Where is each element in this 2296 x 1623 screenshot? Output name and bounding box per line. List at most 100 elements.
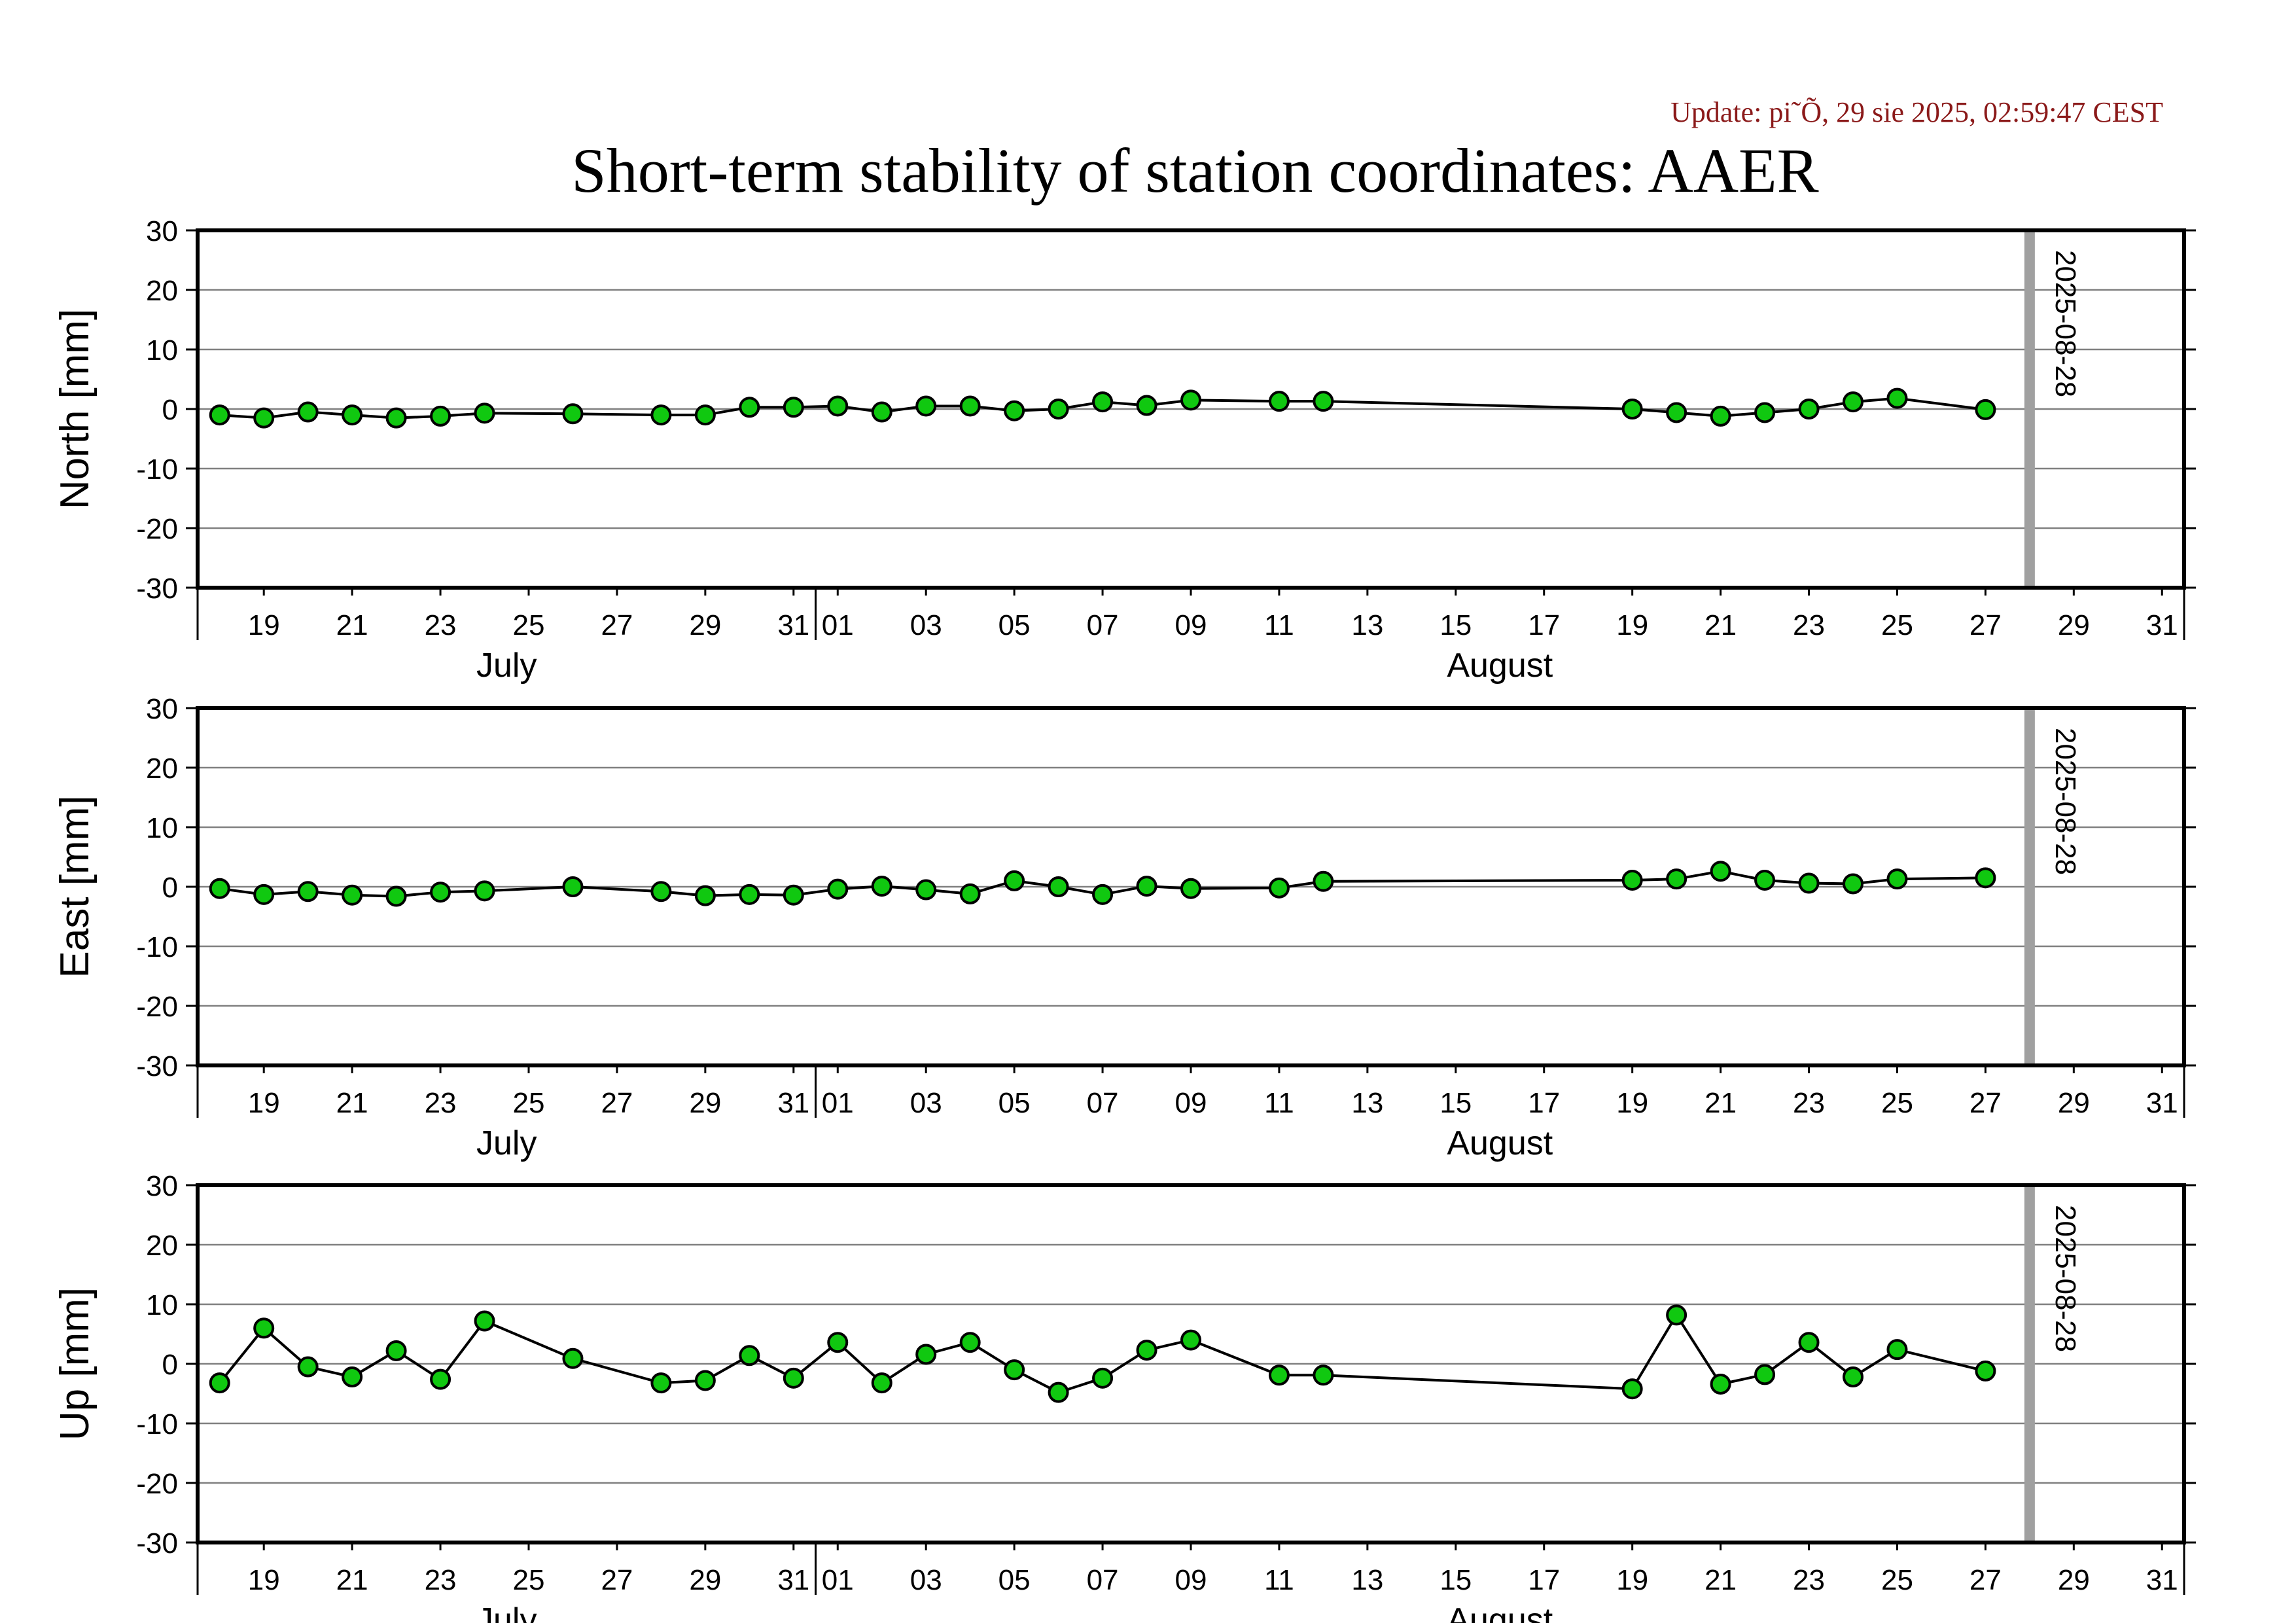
data-point <box>1886 868 1908 890</box>
data-point <box>871 1372 892 1394</box>
data-point <box>1886 1339 1908 1361</box>
x-tick-label: 07 <box>1087 609 1119 641</box>
data-point <box>430 1368 451 1390</box>
x-tick-label: 11 <box>1264 609 1294 641</box>
y-tick-label: 10 <box>146 812 178 844</box>
data-point <box>1710 861 1731 882</box>
data-point <box>1313 391 1334 412</box>
x-tick-label: 15 <box>1439 1564 1472 1596</box>
x-tick-label: 05 <box>998 1564 1031 1596</box>
y-tick-label: 20 <box>146 275 178 307</box>
x-tick-label: 21 <box>336 609 368 641</box>
data-point <box>1004 870 1025 891</box>
y-tick-label: -30 <box>136 573 178 605</box>
data-point <box>1313 1364 1334 1386</box>
month-label: July <box>476 1124 537 1162</box>
data-point <box>783 884 804 906</box>
data-point <box>650 1372 672 1394</box>
x-tick-label: 23 <box>425 1564 457 1596</box>
data-point <box>1798 399 1820 419</box>
x-tick-label: 13 <box>1351 1087 1383 1119</box>
y-tick-label: -30 <box>136 1527 178 1560</box>
data-point <box>739 883 760 905</box>
data-point <box>342 1366 363 1388</box>
y-tick-label: 30 <box>146 1170 178 1202</box>
x-tick-label: 13 <box>1351 1564 1383 1596</box>
x-tick-label: 29 <box>689 1564 721 1596</box>
data-point <box>783 397 804 418</box>
x-tick-label: 27 <box>1969 1564 2002 1596</box>
data-point <box>1754 869 1776 891</box>
data-point <box>1798 1332 1820 1353</box>
x-tick-label: 01 <box>822 1087 854 1119</box>
x-tick-label: 21 <box>1704 609 1737 641</box>
data-point <box>1004 400 1025 421</box>
x-tick-label: 21 <box>1704 1087 1737 1119</box>
data-point <box>871 876 892 897</box>
plot-frame <box>196 1183 2186 1544</box>
y-tick-label: 30 <box>146 693 178 725</box>
x-tick-label: 25 <box>513 1087 545 1119</box>
data-point <box>1180 1329 1201 1351</box>
y-tick-label: 10 <box>146 334 178 366</box>
x-tick-label: 23 <box>1793 609 1825 641</box>
data-point <box>1975 1360 1996 1382</box>
data-point <box>959 883 981 904</box>
data-point <box>1754 1364 1776 1385</box>
x-tick-label: 19 <box>248 1564 280 1596</box>
data-point <box>474 880 495 902</box>
x-tick-label: 29 <box>2058 1087 2090 1119</box>
update-text: Update: pi˜Õ, 29 sie 2025, 02:59:47 CEST <box>1670 96 2163 128</box>
panel-2: 30 20 10 0 -10 -20 -30 East [mm] 19 21 23 25 27 29 31 0… <box>52 693 2196 1162</box>
data-point <box>1975 399 1996 420</box>
data-point <box>297 1356 319 1378</box>
chart-title: Short-term stability of station coordina… <box>571 135 1819 205</box>
data-point <box>915 879 937 901</box>
data-point <box>1621 399 1643 419</box>
x-tick-label: 19 <box>1616 1087 1648 1119</box>
data-point <box>1710 1373 1731 1395</box>
x-tick-label: 31 <box>777 1087 809 1119</box>
reference-line-label: 2025-08-28 <box>2049 250 2081 397</box>
data-point <box>474 1310 495 1332</box>
data-point <box>1621 869 1643 891</box>
x-tick-label: 25 <box>513 609 545 641</box>
month-label: August <box>1447 1601 1553 1623</box>
x-tick-label: 19 <box>1616 1564 1648 1596</box>
data-point <box>1843 873 1863 895</box>
data-point <box>1092 1367 1114 1389</box>
y-tick-label: -30 <box>136 1050 178 1082</box>
reference-line-label: 2025-08-28 <box>2049 1205 2081 1352</box>
y-axis-label: East [mm] <box>52 795 97 978</box>
data-point <box>1180 878 1201 899</box>
y-tick-label: 30 <box>146 215 178 247</box>
data-point <box>1975 867 1996 889</box>
x-tick-label: 21 <box>336 1564 368 1596</box>
y-tick-label: -20 <box>136 513 178 545</box>
data-point <box>1268 877 1290 899</box>
data-point <box>385 407 407 429</box>
x-tick-label: 11 <box>1264 1564 1294 1596</box>
x-tick-label: 25 <box>1881 609 1913 641</box>
y-tick-label: 10 <box>146 1289 178 1321</box>
data-point <box>342 884 363 906</box>
y-tick-label: 0 <box>162 872 178 904</box>
data-point <box>1136 395 1157 416</box>
data-point <box>1048 876 1069 897</box>
panel-1: 30 20 10 0 -10 -20 -30 North [mm] 19 21 23 25 27 29 31… <box>52 215 2196 685</box>
x-tick-label: 17 <box>1528 1564 1560 1596</box>
data-point <box>1092 883 1114 905</box>
data-point <box>1798 872 1820 894</box>
x-tick-label: 27 <box>601 609 633 641</box>
data-point <box>915 1344 937 1365</box>
y-axis-label: Up [mm] <box>52 1287 97 1440</box>
x-tick-label: 25 <box>513 1564 545 1596</box>
data-point <box>1710 405 1731 427</box>
x-tick-label: 07 <box>1087 1564 1119 1596</box>
data-point <box>1666 868 1687 890</box>
y-tick-label: -10 <box>136 1408 178 1440</box>
data-point <box>1268 391 1290 412</box>
y-tick-label: 0 <box>162 1349 178 1381</box>
data-point <box>1313 870 1334 892</box>
